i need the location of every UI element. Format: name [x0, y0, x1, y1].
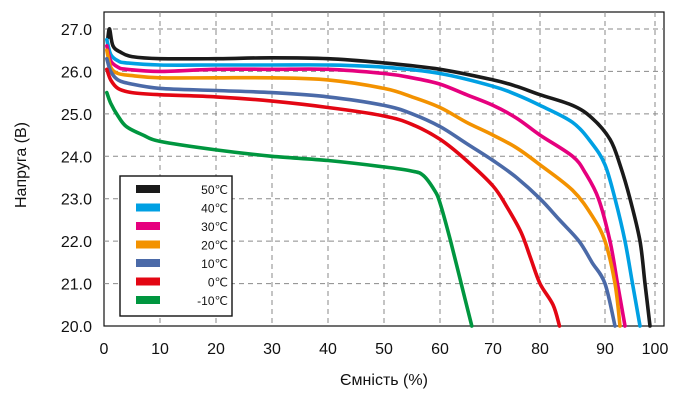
- y-tick-label: 26.0: [61, 64, 92, 81]
- legend-swatch-4: [136, 259, 160, 267]
- y-tick-label: 27.0: [61, 22, 92, 39]
- axis-layer: 0 10 20 30 40 50 60 70 80 90 100 20.0 21.0 22.0 23.0 24…: [61, 22, 669, 358]
- x-tick-label: 0: [100, 341, 109, 358]
- series-line-5: [105, 67, 562, 328]
- x-tick-label: 30: [263, 341, 281, 358]
- series-line-1: [105, 37, 642, 328]
- x-tick-label: 70: [484, 341, 502, 358]
- series-line-2: [105, 44, 627, 328]
- series-line-0: [106, 27, 652, 328]
- y-tick-label: 23.0: [61, 192, 92, 209]
- legend: 50℃ 40℃ 30℃ 20℃ 10℃ 0℃ -10℃: [119, 175, 233, 317]
- x-tick-label: 10: [151, 341, 169, 358]
- legend-swatch-3: [136, 240, 160, 249]
- x-axis-label: Ємність (%): [340, 372, 428, 389]
- x-tick-label: 20: [207, 341, 225, 358]
- legend-swatch-6: [136, 296, 160, 304]
- legend-label-0: 50℃: [201, 183, 228, 197]
- legend-label-5: 0℃: [208, 276, 228, 290]
- legend-swatch-2: [136, 222, 160, 230]
- y-tick-label: 22.0: [61, 234, 92, 251]
- x-tick-label: 90: [596, 341, 614, 358]
- series-layer: [105, 27, 652, 328]
- y-tick-label: 20.0: [61, 319, 92, 336]
- legend-label-3: 20℃: [201, 239, 228, 253]
- x-tick-label: 40: [319, 341, 337, 358]
- series-line-4: [105, 56, 617, 328]
- legend-swatch-5: [136, 277, 160, 286]
- legend-label-4: 10℃: [201, 257, 228, 271]
- y-tick-label: 21.0: [61, 277, 92, 294]
- x-tick-label: 50: [375, 341, 393, 358]
- legend-swatch-0: [136, 185, 160, 193]
- x-tick-label: 60: [431, 341, 449, 358]
- grid-layer: [103, 11, 665, 327]
- legend-label-1: 40℃: [201, 202, 228, 216]
- x-tick-label: 80: [531, 341, 549, 358]
- y-axis-label: Напруга (В): [13, 122, 30, 208]
- y-tick-label: 24.0: [61, 149, 92, 166]
- x-tick-label: 100: [642, 341, 669, 358]
- series-line-3: [105, 48, 622, 328]
- legend-label-2: 30℃: [201, 220, 228, 234]
- legend-label-6: -10℃: [197, 294, 228, 308]
- legend-swatch-1: [136, 203, 160, 212]
- series-line-6: [105, 90, 474, 328]
- y-tick-label: 25.0: [61, 107, 92, 124]
